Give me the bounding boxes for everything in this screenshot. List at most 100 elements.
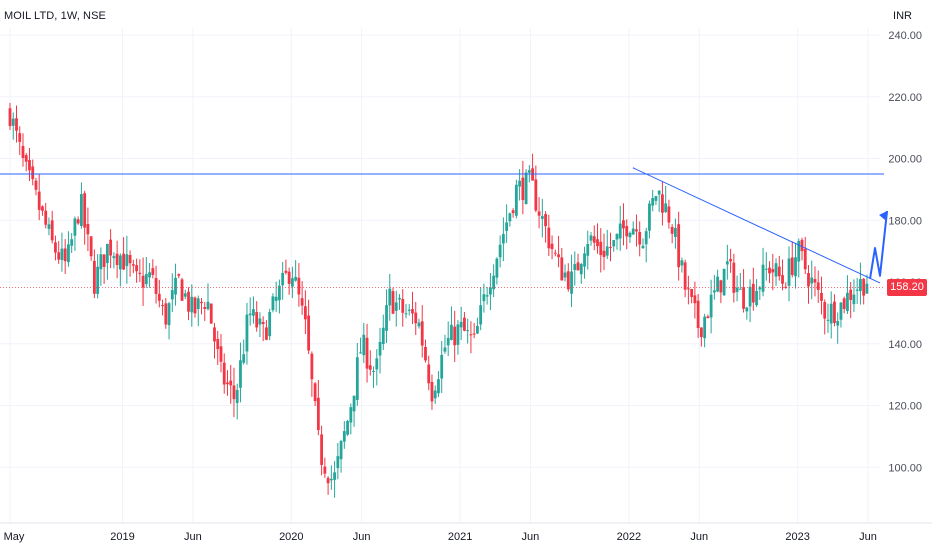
candle-body [729,259,732,262]
candle-body [44,210,48,225]
candle-body [482,294,486,302]
candle-body [310,353,314,380]
candle-body [323,466,327,474]
last-price-tag: 158.20 [887,279,927,296]
candle-body [170,290,174,300]
candle-body [342,431,346,442]
candle-body [375,358,379,370]
candle-body [787,258,791,286]
candle-body [550,243,554,250]
currency-label: INR [893,10,912,22]
candle-body [359,352,362,354]
candle-body [167,303,171,326]
candle-body [50,220,54,241]
candle-body [252,309,255,316]
candle-body [745,307,749,312]
candle-body [411,309,414,314]
candle-body [699,327,703,338]
candle-body [501,234,505,244]
candle-body [823,302,827,319]
candle-body [579,263,583,275]
y-tick-label: 240.00 [888,30,922,42]
candle-body [774,263,778,277]
candle-body [810,277,814,284]
candle-body [846,292,849,312]
candle-body [693,295,697,304]
candle-body [862,278,866,296]
price-axis[interactable]: 240.00220.00200.00180.00160.00140.00120.… [888,30,922,474]
candle-body [290,278,294,287]
drawings [0,167,889,289]
candle-body [148,272,151,278]
candle-body [664,203,668,213]
candle-body [219,346,223,362]
candle-body [794,257,797,277]
candle-body [690,288,694,297]
time-axis[interactable]: May 2019 Jun 2020 Jun 2021 Jun 2022 Jun 2023 Jun [0,522,932,543]
candle-body [586,243,590,256]
candle-body [712,290,716,293]
candle-body [271,296,275,311]
candle-body [518,180,522,187]
x-tick-label: 2023 [785,531,809,543]
candle-body [232,385,236,400]
candle-body [21,145,25,158]
candle-body [524,172,528,204]
candle-body [680,260,684,266]
candle-body [122,253,126,270]
candle-body [784,286,788,288]
candle-body [213,327,216,342]
candle-body [242,354,246,363]
candle-body [443,347,447,352]
candle-body [378,341,382,356]
candle-body [222,362,226,385]
y-tick-label: 120.00 [888,401,922,413]
y-tick-label: 140.00 [888,339,922,351]
candle-body [329,478,333,481]
candle-body [777,266,781,277]
candle-body [287,271,291,284]
candle-body [521,177,525,201]
candle-body [758,287,762,290]
candle-body [836,320,840,326]
candle-body [833,301,836,323]
x-tick-label: Jun [690,531,708,543]
y-tick-label: 220.00 [888,92,922,104]
candle-body [135,265,138,272]
candle-body [125,254,129,267]
candle-body [797,240,801,262]
candle-body [566,271,570,290]
candle-body [667,206,671,223]
candle-body [807,272,810,287]
candle-body [57,252,61,260]
candle-body [648,203,651,231]
candle-body [842,298,846,310]
candle-body [235,389,239,404]
candle-body [385,305,388,331]
candle-body [547,227,551,249]
candle-body [86,223,90,235]
candle-body [492,275,496,290]
candle-body [268,312,272,337]
candle-body [722,268,726,296]
candle-body [605,246,609,256]
candle-body [80,194,83,227]
candle-body [709,294,713,318]
projection-arrowhead [879,210,888,220]
candle-body [813,279,817,283]
candle-body [128,254,132,264]
candle-body [742,287,745,309]
candle-body [622,220,625,229]
candle-body [781,275,784,284]
candle-body [28,159,31,171]
candle-body [131,264,135,266]
candle-body [755,290,758,306]
grid [0,28,880,523]
candle-body [686,288,690,290]
candle-body [368,365,372,370]
candle-body [430,382,434,402]
symbol-title[interactable]: MOIL LTD, 1W, NSE [4,10,106,22]
candle-body [420,321,424,346]
candle-body [157,293,161,301]
